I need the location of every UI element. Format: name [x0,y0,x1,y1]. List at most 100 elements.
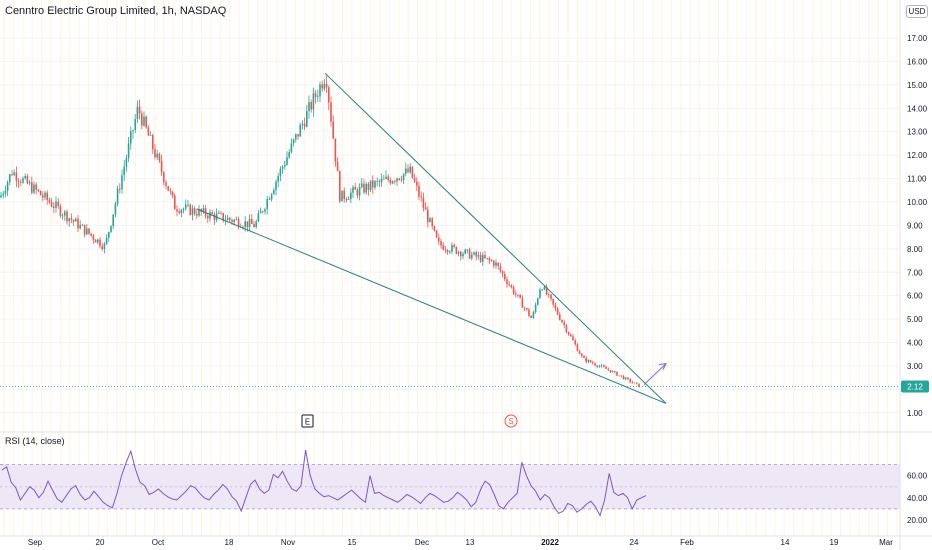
candle-body [468,249,471,259]
candle-body [482,255,484,262]
candle-body [176,209,178,212]
candle-body [132,130,134,132]
candle-body [141,113,143,126]
candle-body [495,262,497,266]
candle-body [156,153,158,158]
candle-body [303,123,306,127]
candle-body [365,183,367,193]
candle-body [127,143,130,159]
price-tick-label: 6.00 [907,292,923,301]
candle-body [17,180,20,182]
candle-body [367,183,370,190]
candle-body [398,178,400,180]
last-price-label: 2.12 [907,383,923,392]
candle-body [310,102,312,110]
candle-body [251,218,253,224]
candle-body [158,153,161,161]
candle-body [446,250,449,253]
candle-body [2,193,4,196]
earnings-marker-label: E [305,418,310,427]
candle-body [424,207,427,210]
candle-body [559,314,561,320]
candle-body [169,190,172,192]
wedge-lower-trendline [196,208,667,404]
candle-body [334,138,337,162]
candle-body [354,187,356,190]
candle-body [213,214,216,220]
candle-body [451,244,453,252]
candle-body [323,83,326,89]
candle-body [336,161,339,172]
candle-body [220,212,222,214]
rsi-title: RSI (14, close) [5,436,65,446]
candle-body [116,188,119,204]
candle-body [374,181,376,188]
candle-body [504,273,506,280]
candle-body [222,213,224,221]
candle-body [112,214,114,226]
time-tick-label: 19 [830,538,839,547]
candle-body [182,208,185,210]
currency-badge[interactable]: USD [906,5,928,18]
candle-body [103,243,106,249]
candle-body [407,168,409,173]
price-tick-label: 14.00 [907,104,928,113]
candle-body [262,211,264,213]
candle-body [284,164,286,167]
time-tick-label: 18 [225,538,234,547]
candle-body [160,160,163,173]
candle-body [226,217,229,221]
candle-body [297,134,299,137]
candle-body [603,365,605,367]
candle-body [552,299,554,305]
candle-body [497,262,499,267]
candle-body [308,102,310,112]
candle-body [574,340,576,345]
time-tick-label: Dec [415,538,429,547]
candle-body [486,258,488,259]
candle-body [306,111,308,127]
symbol-title: Cenntro Electric Group Limited, 1h, NASD… [5,5,227,17]
candle-body [409,166,411,173]
candle-body [444,249,447,251]
candle-body [413,177,416,182]
candle-body [611,371,614,373]
candle-body [301,123,304,126]
candle-body [264,209,266,212]
candle-body [97,239,99,243]
candle-body [455,247,458,254]
candle-body [420,196,422,198]
candle-body [167,185,169,191]
candle-body [636,382,638,384]
candle-body [42,195,44,198]
price-tick-label: 8.00 [907,245,923,254]
candle-body [189,204,191,215]
candle-body [9,174,11,183]
candle-body [528,309,530,316]
candle-body [319,84,321,97]
candle-body [506,279,508,285]
rsi-tick-label: 40.00 [907,494,928,503]
candle-body [273,189,275,195]
candle-body [145,116,147,128]
candle-body [233,219,235,223]
candle-body [556,308,559,315]
candle-body [180,209,183,214]
candle-body [563,322,565,326]
candle-body [57,201,59,206]
candle-body [488,258,491,261]
candle-body [631,382,634,383]
candle-body [13,172,15,176]
candle-body [246,221,249,228]
candle-body [147,127,150,136]
candle-body [50,202,53,207]
candle-body [614,371,616,372]
candle-body [39,190,42,196]
candle-body [416,181,418,186]
candle-body [248,218,251,228]
candle-body [605,366,607,369]
candle-body [11,174,13,176]
candle-body [530,315,532,318]
candle-body [596,365,598,367]
